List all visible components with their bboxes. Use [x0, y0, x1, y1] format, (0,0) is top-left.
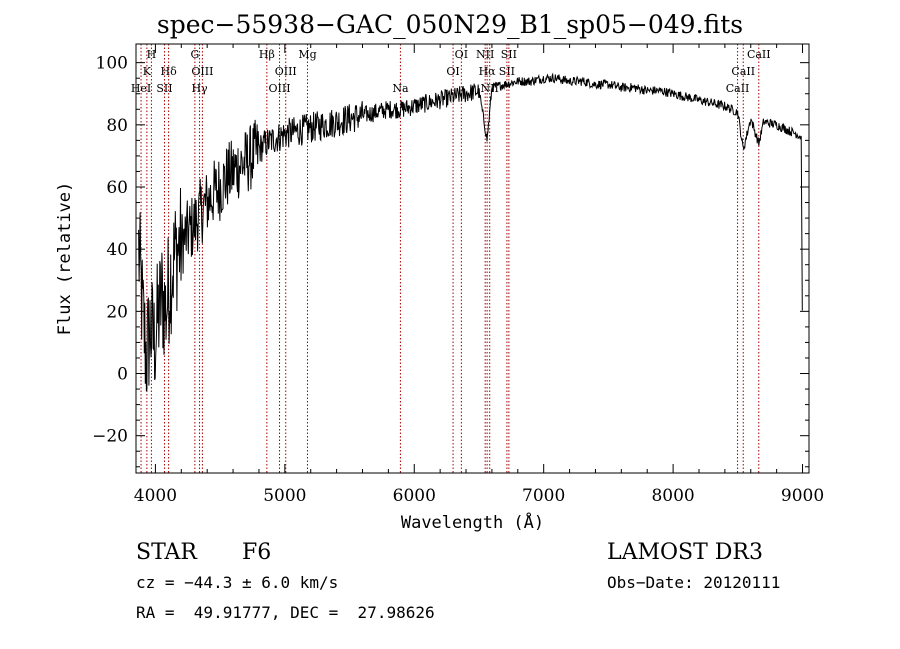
y-tick-label: 40	[106, 240, 128, 260]
line-label: OI	[455, 48, 468, 61]
y-tick-label: 0	[117, 365, 128, 385]
y-tick-label: −20	[92, 427, 128, 447]
line-label: CaII	[726, 82, 750, 95]
line-label: Hα	[479, 65, 497, 78]
y-tick-label: 60	[106, 178, 128, 198]
line-label: SII	[501, 48, 517, 61]
line-label: Hδ	[161, 65, 178, 78]
line-label: CaII	[747, 48, 771, 61]
line-label: HeI	[131, 82, 151, 95]
line-label: G	[190, 48, 199, 61]
line-label: K	[143, 65, 152, 78]
spectrum-line	[138, 72, 803, 392]
line-label: OIII	[275, 65, 297, 78]
chart-title: spec−55938−GAC_050N29_B1_sp05−049.fits	[156, 10, 744, 39]
line-label: SII	[499, 65, 515, 78]
subclass-label: F6	[242, 540, 272, 565]
line-label: OIII	[268, 82, 290, 95]
line-label: Hγ	[191, 82, 208, 95]
y-tick-label: 20	[106, 302, 128, 322]
line-label: H	[147, 48, 157, 61]
x-tick-label: 7000	[522, 486, 565, 506]
axis-labels: Wavelength (Å) Flux (relative)	[55, 182, 544, 533]
class-label: STAR	[136, 540, 197, 565]
x-tick-label: 9000	[781, 486, 824, 506]
line-label: OI	[446, 65, 459, 78]
line-label: Mg	[298, 48, 316, 61]
x-tick-label: 5000	[263, 486, 306, 506]
line-label: Hβ	[259, 48, 275, 61]
y-tick-label: 100	[96, 54, 128, 74]
y-axis-label: Flux (relative)	[55, 182, 75, 336]
obs-date-label: Obs−Date: 20120111	[607, 573, 781, 592]
radec-label: RA = 49.91777, DEC = 27.98626	[136, 603, 435, 622]
x-tick-label: 8000	[651, 486, 694, 506]
line-label: CaII	[731, 65, 755, 78]
line-label: SII	[156, 82, 172, 95]
x-tick-label: 4000	[134, 486, 177, 506]
line-label: OIII	[191, 65, 213, 78]
plot-frame	[135, 43, 810, 474]
x-axis-label: Wavelength (Å)	[401, 511, 544, 533]
line-label: Na	[392, 82, 409, 95]
line-label: NII	[476, 48, 494, 61]
cz-label: cz = −44.3 ± 6.0 km/s	[136, 573, 339, 592]
survey-label: LAMOST DR3	[607, 540, 763, 565]
series-group	[138, 72, 803, 392]
axis-ticks: 4000 5000 6000 7000 8000 9000 −20 0 20 40 60 80 100	[92, 44, 824, 506]
y-tick-label: 80	[106, 116, 128, 136]
x-tick-label: 6000	[393, 486, 436, 506]
